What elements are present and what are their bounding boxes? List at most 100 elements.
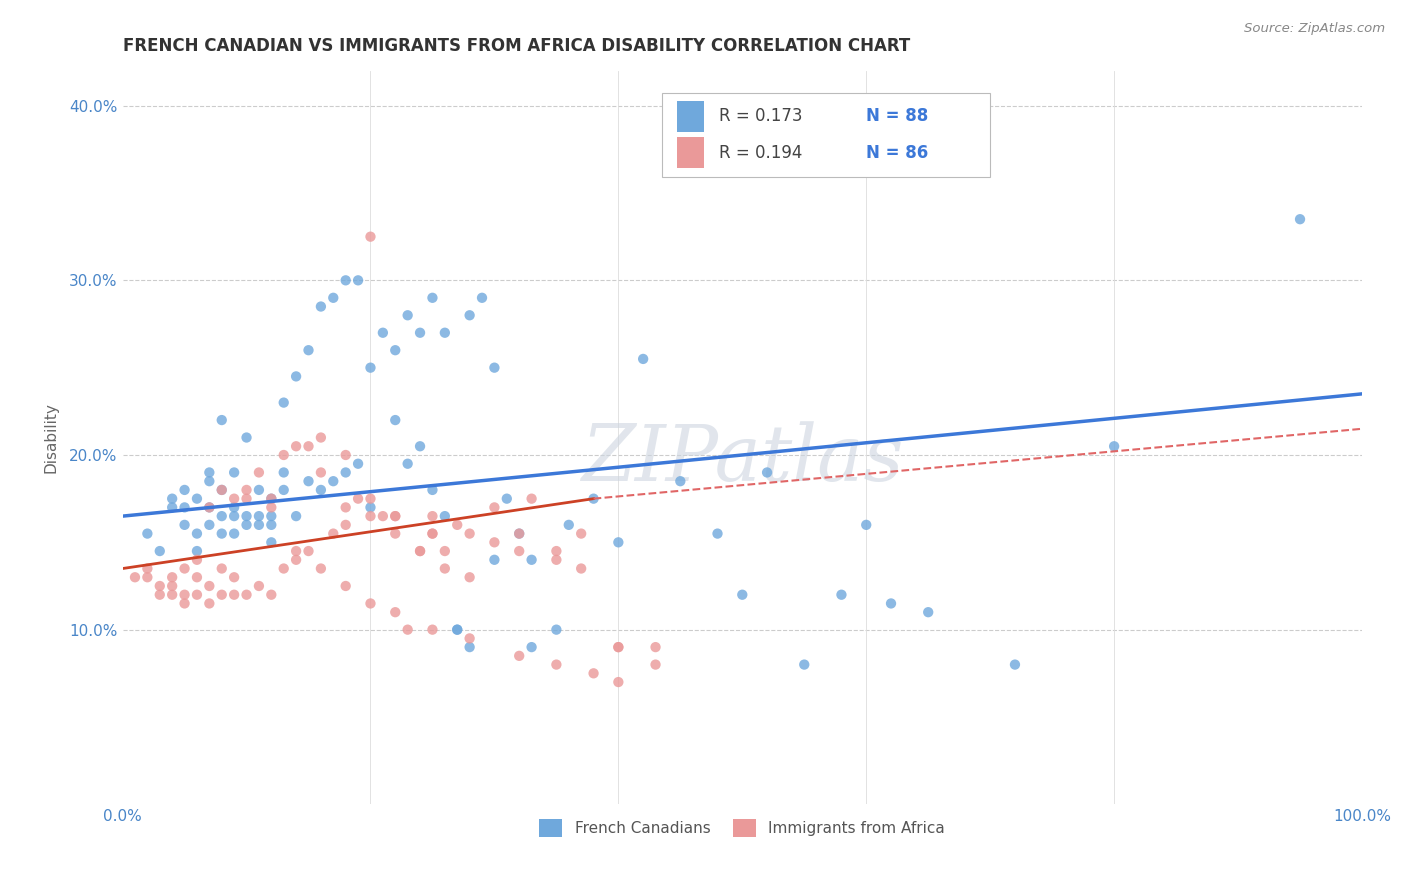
Point [558, 517, 581, 532]
Point [1102, 439, 1125, 453]
Point [607, 675, 630, 690]
Point [471, 291, 494, 305]
Point [396, 457, 419, 471]
FancyBboxPatch shape [676, 101, 704, 132]
Point [186, 553, 208, 567]
Point [607, 640, 630, 654]
Point [359, 360, 381, 375]
Point [582, 666, 605, 681]
Text: ZIPatlas: ZIPatlas [581, 421, 904, 498]
Point [520, 640, 543, 654]
Point [186, 588, 208, 602]
Point [582, 491, 605, 506]
FancyBboxPatch shape [662, 93, 990, 178]
Text: N = 88: N = 88 [866, 107, 928, 125]
Point [160, 491, 183, 506]
Point [508, 544, 530, 558]
Point [484, 553, 506, 567]
Point [235, 431, 257, 445]
Point [446, 517, 468, 532]
Point [186, 491, 208, 506]
Point [422, 526, 444, 541]
Point [260, 535, 283, 549]
Point [422, 526, 444, 541]
Point [160, 588, 183, 602]
Point [273, 466, 295, 480]
Text: Source: ZipAtlas.com: Source: ZipAtlas.com [1244, 22, 1385, 36]
Point [160, 570, 183, 584]
Point [644, 640, 666, 654]
Point [396, 623, 419, 637]
Point [458, 308, 481, 322]
Point [359, 491, 381, 506]
Text: R = 0.194: R = 0.194 [718, 144, 801, 162]
Point [409, 544, 432, 558]
Point [569, 561, 592, 575]
Point [335, 448, 357, 462]
Point [422, 623, 444, 637]
Point [793, 657, 815, 672]
Point [224, 570, 246, 584]
Point [359, 500, 381, 515]
Point [335, 273, 357, 287]
Point [260, 509, 283, 524]
Point [830, 588, 852, 602]
Point [173, 597, 195, 611]
Point [359, 509, 381, 524]
Point [396, 308, 419, 322]
Point [260, 517, 283, 532]
Point [335, 466, 357, 480]
Point [384, 343, 406, 358]
Point [285, 553, 308, 567]
Point [631, 351, 654, 366]
Point [247, 466, 270, 480]
Point [546, 544, 568, 558]
Point [569, 526, 592, 541]
Point [495, 491, 517, 506]
Point [149, 588, 172, 602]
Point [211, 526, 233, 541]
Point [224, 491, 246, 506]
Point [273, 561, 295, 575]
Point [235, 588, 257, 602]
Point [546, 623, 568, 637]
Point [173, 517, 195, 532]
Point [235, 509, 257, 524]
Point [285, 509, 308, 524]
Point [335, 579, 357, 593]
Point [211, 483, 233, 497]
Text: N = 86: N = 86 [866, 144, 928, 162]
Point [458, 640, 481, 654]
Point [297, 439, 319, 453]
Point [260, 500, 283, 515]
Point [198, 466, 221, 480]
Point [211, 483, 233, 497]
Legend: French Canadians, Immigrants from Africa: French Canadians, Immigrants from Africa [531, 812, 953, 845]
Point [198, 597, 221, 611]
Point [706, 526, 728, 541]
Point [149, 579, 172, 593]
Point [260, 491, 283, 506]
Point [1289, 212, 1312, 227]
Point [211, 561, 233, 575]
FancyBboxPatch shape [676, 137, 704, 169]
Point [422, 509, 444, 524]
Point [186, 544, 208, 558]
Point [186, 570, 208, 584]
Point [309, 483, 332, 497]
Point [433, 544, 456, 558]
Point [273, 448, 295, 462]
Point [124, 570, 146, 584]
Point [160, 500, 183, 515]
Point [224, 466, 246, 480]
Point [855, 517, 877, 532]
Point [347, 491, 370, 506]
Point [484, 535, 506, 549]
Point [322, 526, 344, 541]
Point [309, 300, 332, 314]
Point [384, 526, 406, 541]
Text: R = 0.173: R = 0.173 [718, 107, 803, 125]
Point [186, 526, 208, 541]
Point [235, 517, 257, 532]
Point [224, 500, 246, 515]
